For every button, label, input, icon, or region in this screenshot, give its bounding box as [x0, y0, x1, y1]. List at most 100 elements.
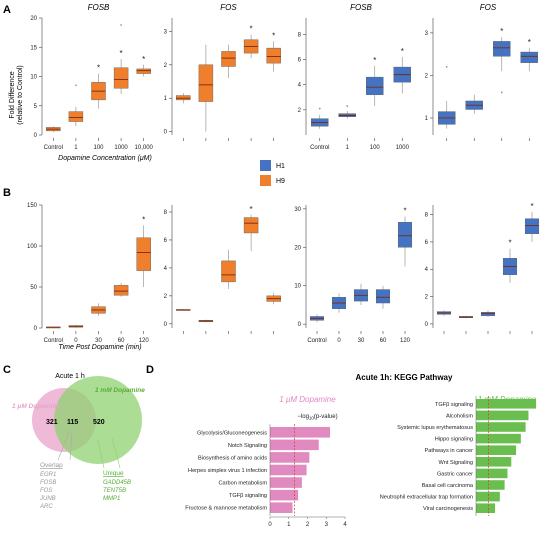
- kegg-bar: [476, 480, 505, 490]
- significance-star: *: [142, 55, 145, 64]
- ylabel-a-line2: (relative to Control): [17, 65, 24, 125]
- y-tick-label: 6: [164, 238, 168, 244]
- overlap-gene-list: EGR1 FOSB FOS JUNB ARC: [39, 472, 56, 510]
- overlap-gene: JUNB: [39, 496, 56, 502]
- panel-letter-c: C: [3, 364, 11, 376]
- x-tick-label: 100: [370, 145, 381, 151]
- kegg-category-label: Wnt Signaling: [438, 460, 473, 466]
- y-tick-label: 0: [164, 322, 168, 328]
- significance-star: *: [120, 49, 123, 58]
- kegg-category-label: Systemic lupus erythematosus: [397, 425, 473, 431]
- y-tick-label: 4: [298, 83, 302, 89]
- overlap-gene: FOSB: [40, 480, 56, 486]
- plot-title: FOS: [480, 3, 497, 12]
- x-tick-label: 120: [139, 338, 150, 344]
- y-tick-label: 4: [164, 266, 168, 272]
- kegg-category-label: Basal cell carcinoma: [422, 483, 474, 489]
- box: [221, 260, 236, 283]
- significance-star: *: [403, 207, 406, 216]
- y-tick-label: 15: [30, 45, 37, 51]
- overlap-gene: FOS: [40, 488, 52, 494]
- venn-label-1um: 1 μM Dopamine: [12, 403, 60, 410]
- x-tick-label: 30: [95, 338, 102, 344]
- kegg-category-label: Fructose & mannose metabolism: [185, 506, 267, 512]
- significance-star: *: [142, 216, 145, 225]
- y-tick-label: 5: [34, 104, 38, 110]
- plot-title: FOS: [220, 3, 237, 12]
- box: [397, 222, 413, 248]
- boxplot-a3: FOSB 2 4 6 8 Control 1 100 1000 * *: [298, 3, 411, 151]
- box: [176, 95, 191, 101]
- venn-label-1mm: 1 mM Dopamine: [95, 387, 145, 394]
- kegg-category-label: Glycolysis/Gluconeogenesis: [197, 430, 267, 436]
- kegg-x-tick-label: 3: [325, 522, 329, 528]
- boxplot-a4: FOS 1 2 3 * *: [425, 3, 538, 141]
- kegg-category-label: TGFβ signaling: [229, 493, 267, 499]
- kegg-bar: [270, 489, 299, 501]
- outlier-point: [500, 91, 503, 94]
- y-tick-label: 1: [164, 96, 168, 102]
- legend-h1-swatch: [260, 160, 271, 171]
- box: [113, 285, 129, 296]
- unique-gene: MMP1: [103, 496, 120, 502]
- kegg-chart-1mm: 1 mM DopamineTGFβ signalingAlcoholismSys…: [380, 395, 537, 516]
- y-tick-label: 20: [30, 16, 37, 22]
- y-tick-label: 20: [294, 245, 301, 251]
- y-tick-label: 30: [294, 207, 301, 213]
- kegg-bar: [270, 439, 319, 451]
- box: [375, 289, 391, 304]
- significance-star: *: [530, 202, 533, 211]
- outlier-point: [445, 66, 448, 68]
- box: [221, 51, 236, 67]
- unique-callout-line-1: [97, 439, 105, 469]
- x-tick-label: 60: [118, 338, 125, 344]
- kegg-bar: [270, 502, 293, 513]
- kegg-bar: [476, 433, 521, 444]
- overlap-gene: EGR1: [40, 472, 56, 478]
- kegg-bar: [270, 464, 307, 476]
- kegg-x-tick-label: 4: [343, 522, 347, 528]
- boxplot-b2: 0 2 4 6 8 *: [164, 205, 281, 334]
- xlabel-a: Dopamine Concentration (μM): [58, 155, 152, 162]
- y-tick-label: 4: [425, 267, 429, 273]
- kegg-x-tick-label: 0: [268, 522, 272, 528]
- plot-title: FOSB: [88, 3, 110, 12]
- y-tick-label: 10: [30, 75, 37, 81]
- boxplot-a1: FOSB 0 5 10 15 20 Control 1 100 1000 10,000 * * *: [30, 3, 153, 151]
- boxplot-b3: 0 10 20 30 Control 0 30 60 120 *: [294, 205, 413, 344]
- y-tick-label: 2: [298, 108, 302, 114]
- outlier-point: [75, 84, 77, 87]
- x-tick-label: 120: [400, 338, 411, 344]
- x-tick-label: 1000: [396, 145, 410, 151]
- y-tick-label: 2: [164, 294, 168, 300]
- box: [366, 76, 384, 95]
- panel-letter-d: D: [146, 364, 154, 376]
- significance-star: *: [373, 56, 376, 65]
- kegg-bar: [476, 491, 500, 502]
- x-tick-label: Control: [44, 145, 63, 151]
- boxplot-b4: 0 2 4 6 8 * *: [425, 202, 540, 334]
- venn-count-overlap: 115: [67, 419, 78, 426]
- kegg-x-tick-label: 2: [306, 522, 310, 528]
- kegg-bar: [270, 477, 302, 488]
- y-tick-label: 3: [425, 31, 429, 37]
- kegg-category-label: TGFβ signaling: [435, 402, 473, 408]
- venn-diagram: Acute 1 h 1 μM Dopamine 1 mM Dopamine 32…: [12, 373, 145, 510]
- box: [266, 47, 281, 64]
- legend: H1 H9: [260, 160, 285, 186]
- box: [520, 51, 538, 63]
- box: [113, 67, 129, 89]
- kegg-bar: [270, 427, 330, 438]
- kegg-bar: [476, 445, 517, 455]
- kegg-category-label: Hippo signaling: [435, 437, 473, 443]
- overlap-callout-line-1: [57, 429, 71, 461]
- kegg-title: Acute 1h: KEGG Pathway: [356, 373, 453, 382]
- x-tick-label: 0: [74, 338, 78, 344]
- kegg-bar: [476, 399, 537, 409]
- x-tick-label: 100: [93, 145, 104, 151]
- y-tick-label: 1: [425, 116, 429, 122]
- kegg-bar: [476, 503, 496, 513]
- y-tick-label: 8: [425, 213, 429, 219]
- kegg-category-label: Carbon metabolism: [218, 481, 267, 487]
- box: [493, 41, 511, 57]
